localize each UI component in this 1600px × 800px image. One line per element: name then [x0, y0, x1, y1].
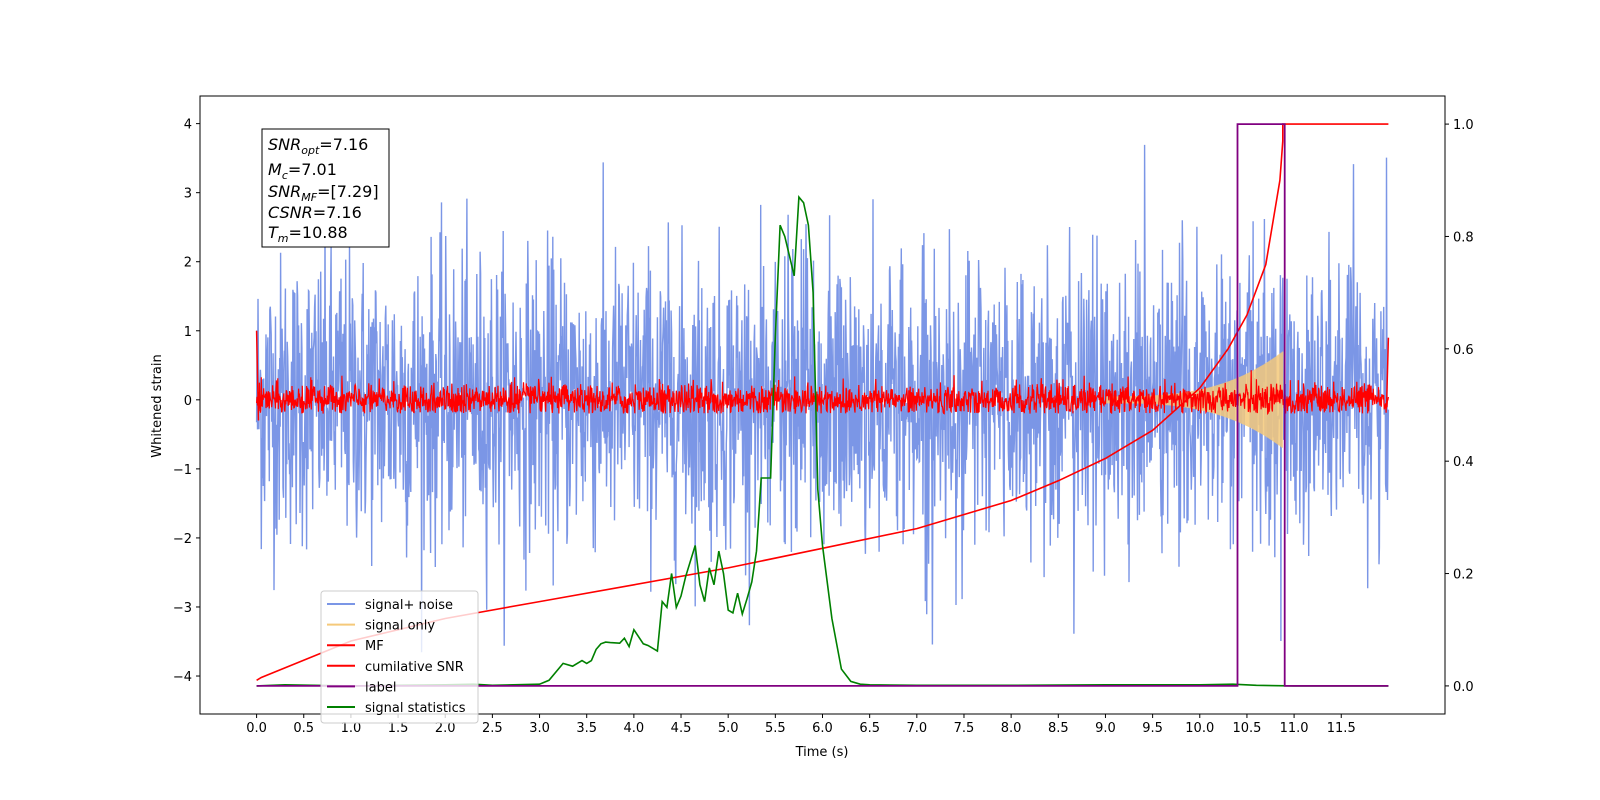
legend-label-4: label	[365, 680, 396, 695]
legend-label-3: cumilative SNR	[365, 660, 464, 675]
x-axis-label: Time (s)	[795, 745, 849, 760]
x-tick-label: 11.0	[1280, 721, 1309, 736]
x-tick-label: 5.5	[765, 721, 786, 736]
y-right-tick-label: 0.4	[1453, 455, 1474, 470]
y-tick-label: −3	[173, 601, 192, 616]
y-axis-label: Whitened strain	[150, 354, 165, 457]
x-tick-label: 0.5	[293, 721, 314, 736]
y-right-tick-label: 1.0	[1453, 118, 1474, 133]
info-snr-mf: SNRMF=[7.29]	[268, 182, 379, 204]
x-tick-label: 6.0	[812, 721, 833, 736]
x-tick-label: 7.5	[954, 721, 975, 736]
x-tick-label: 6.5	[859, 721, 880, 736]
y-axis-right: 1.0 0.8 0.6 0.4 0.2 0.0	[1445, 118, 1474, 695]
y-tick-label: −4	[173, 670, 192, 685]
y-tick-label: −2	[173, 532, 192, 547]
series-mf-end	[1385, 337, 1390, 407]
legend: signal+ noise signal only MF cumilative SNR…	[320, 590, 479, 724]
y-tick-label: 1	[184, 325, 192, 340]
legend-label-1: signal only	[365, 619, 435, 634]
y-axis-left: 4 3 2 1 0 −1 −2 −3 −4	[173, 118, 200, 685]
legend-frame	[320, 590, 479, 724]
y-right-tick-label: 0.2	[1453, 568, 1474, 583]
x-tick-label: 4.5	[671, 721, 692, 736]
x-tick-label: 4.0	[624, 721, 645, 736]
x-tick-label: 1.0	[341, 721, 362, 736]
y-tick-label: 2	[184, 256, 192, 271]
series-mf-start	[255, 330, 260, 421]
x-tick-label: 0.0	[246, 721, 267, 736]
y-tick-label: 0	[184, 394, 192, 409]
legend-label-2: MF	[365, 639, 384, 654]
info-box-frame	[261, 128, 390, 248]
series-signal-statistics	[256, 195, 1389, 687]
y-tick-label: −1	[173, 463, 192, 478]
x-tick-label: 10.0	[1185, 721, 1214, 736]
y-right-tick-label: 0.8	[1453, 230, 1474, 245]
series-mf	[256, 370, 1389, 416]
legend-label-0: signal+ noise	[365, 598, 453, 613]
legend-label-5: signal statistics	[365, 701, 466, 716]
x-tick-label: 3.5	[576, 721, 597, 736]
x-tick-label: 10.5	[1232, 721, 1261, 736]
info-snr-opt: SNRopt=7.16	[268, 135, 368, 157]
x-tick-label: 3.0	[529, 721, 550, 736]
x-tick-label: 1.5	[388, 721, 409, 736]
x-tick-label: 9.0	[1095, 721, 1116, 736]
x-axis: 0.0 0.5 1.0 1.5 2.0 2.5 3.0 3.5 4.0 4.5 5.0 5.5 6.0 6…	[246, 714, 1356, 736]
x-tick-label: 8.5	[1048, 721, 1069, 736]
y-right-tick-label: 0.6	[1453, 343, 1474, 358]
info-csnr: CSNR=7.16	[268, 203, 362, 222]
x-tick-label: 7.0	[906, 721, 927, 736]
x-tick-label: 5.0	[718, 721, 739, 736]
x-tick-label: 8.0	[1001, 721, 1022, 736]
info-mc: Mc=7.01	[268, 160, 337, 182]
y-right-tick-label: 0.0	[1453, 680, 1474, 695]
x-tick-label: 11.5	[1327, 721, 1356, 736]
x-tick-label: 2.0	[435, 721, 456, 736]
y-tick-label: 4	[184, 118, 192, 133]
x-tick-label: 9.5	[1142, 721, 1163, 736]
info-box: SNRopt=7.16 Mc=7.01 SNRMF=[7.29] CSNR=7.…	[261, 128, 390, 248]
series-label	[256, 123, 1389, 687]
y-tick-label: 3	[184, 187, 192, 202]
x-tick-label: 2.5	[482, 721, 503, 736]
info-tm: Tm=10.88	[268, 223, 348, 245]
